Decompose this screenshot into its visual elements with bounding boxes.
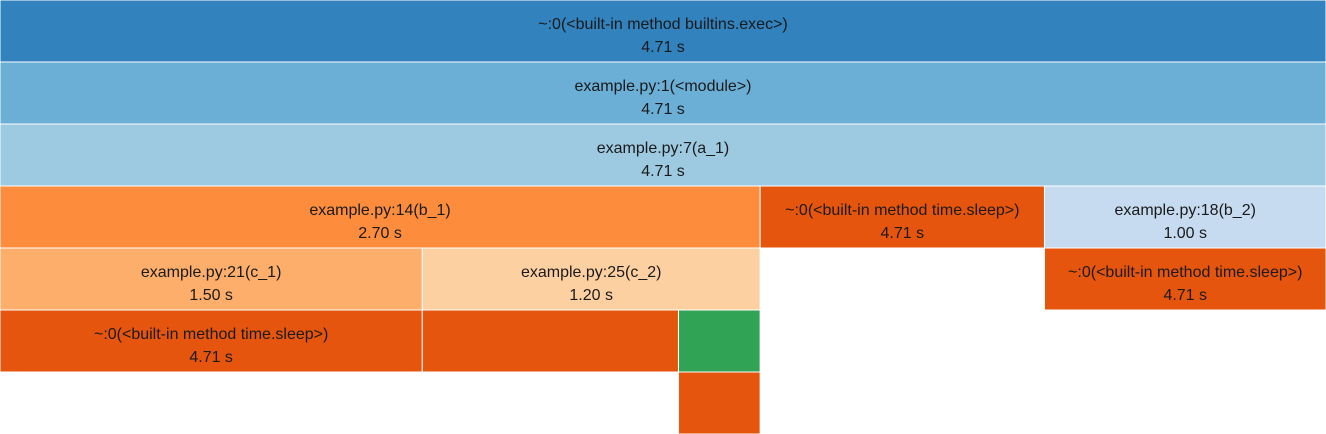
icicle-node[interactable]: example.py:21(c_1) 1.50 s — [0, 247, 423, 311]
icicle-node-time: 4.71 s — [189, 349, 233, 366]
icicle-node[interactable]: example.py:18(b_2) 1.00 s — [1043, 185, 1326, 249]
icicle-node-rect[interactable] — [677, 309, 761, 373]
icicle-node[interactable]: example.py:25(c_2) 1.20 s — [421, 247, 761, 311]
icicle-node-rect[interactable] — [1043, 185, 1326, 249]
icicle-node-rect[interactable] — [0, 61, 1326, 125]
icicle-node[interactable]: example.py:1(<module>) 4.71 s — [0, 61, 1326, 125]
icicle-node-time: 4.71 s — [881, 225, 925, 242]
icicle-node[interactable] — [677, 309, 761, 373]
icicle-node-time: 4.71 s — [641, 163, 685, 180]
icicle-node[interactable]: ~:0(<built-in method time.sleep>) 4.71 s — [0, 309, 423, 373]
icicle-node-name: example.py:21(c_1) — [141, 264, 282, 281]
icicle-node-time: 1.20 s — [569, 287, 613, 304]
icicle-node-name: ~:0(<built-in method builtins.exec>) — [538, 16, 787, 33]
icicle-node[interactable] — [421, 309, 679, 373]
icicle-node[interactable]: ~:0(<built-in method time.sleep>) 4.71 s — [759, 185, 1045, 249]
icicle-node-name: example.py:18(b_2) — [1115, 202, 1256, 219]
icicle-node-rect[interactable] — [0, 123, 1326, 187]
icicle-node-rect[interactable] — [421, 309, 679, 373]
icicle-node-rect[interactable] — [421, 247, 761, 311]
icicle-node-name: example.py:7(a_1) — [597, 140, 730, 157]
icicle-node-time: 1.50 s — [189, 287, 233, 304]
icicle-node-time: 4.71 s — [641, 39, 685, 56]
icicle-node[interactable] — [677, 371, 761, 434]
icicle-node[interactable]: example.py:7(a_1) 4.71 s — [0, 123, 1326, 187]
icicle-node-name: example.py:14(b_1) — [309, 202, 450, 219]
icicle-node-rect[interactable] — [1043, 247, 1326, 311]
icicle-node-time: 2.70 s — [358, 225, 402, 242]
icicle-node-time: 4.71 s — [641, 101, 685, 118]
icicle-node-rect[interactable] — [759, 185, 1045, 249]
icicle-node-name: example.py:25(c_2) — [521, 264, 662, 281]
icicle-node[interactable]: ~:0(<built-in method time.sleep>) 4.71 s — [1043, 247, 1326, 311]
icicle-node-rect[interactable] — [677, 371, 761, 434]
icicle-node-name: ~:0(<built-in method time.sleep>) — [94, 326, 328, 343]
icicle-node-rect[interactable] — [0, 309, 423, 373]
icicle-node-rect[interactable] — [0, 247, 423, 311]
icicle-node-time: 4.71 s — [1163, 287, 1207, 304]
icicle-node[interactable]: ~:0(<built-in method builtins.exec>) 4.71… — [0, 0, 1326, 63]
icicle-node-name: ~:0(<built-in method time.sleep>) — [1068, 264, 1302, 281]
icicle-node[interactable]: example.py:14(b_1) 2.70 s — [0, 185, 761, 249]
icicle-node-name: ~:0(<built-in method time.sleep>) — [785, 202, 1019, 219]
icicle-node-name: example.py:1(<module>) — [575, 78, 752, 95]
icicle-node-time: 1.00 s — [1163, 225, 1207, 242]
